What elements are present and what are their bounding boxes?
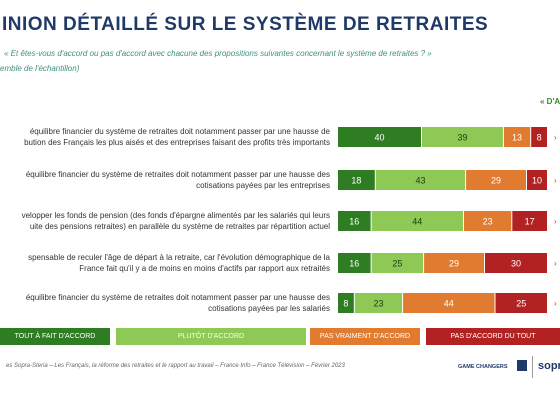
bar-segment	[485, 253, 547, 273]
bar-value-label: 29	[491, 176, 501, 186]
bar-segment	[338, 211, 371, 231]
agree-column-header: « D'A	[540, 97, 560, 106]
bar-value-label: 25	[392, 259, 402, 269]
bar-value-label: 44	[444, 299, 454, 309]
row-label: équilibre financier du système de retrai…	[0, 169, 330, 191]
bar-segment	[375, 170, 466, 190]
bar-value-label: 8	[537, 133, 542, 143]
bar-segment	[527, 170, 547, 190]
bar-value-label: 8	[343, 299, 348, 309]
legend-item: PLUTÔT D'ACCORD	[116, 328, 306, 345]
bar-segment	[403, 293, 495, 313]
bar-segment	[424, 253, 484, 273]
bar-segment	[466, 170, 526, 190]
question-text: « Et êtes-vous d'accord ou pas d'accord …	[4, 49, 432, 58]
source-footer: es Sopra-Steria – Les Français, la réfor…	[6, 363, 345, 369]
truncated-marker: ›	[554, 176, 557, 185]
row-label: équilibre financier du système de retrai…	[0, 126, 330, 148]
sopra-logo: sopra	[538, 360, 560, 372]
row-label: velopper les fonds de pension (des fonds…	[0, 210, 330, 232]
footer-divider	[532, 356, 533, 378]
row-label-line: équilibre financier du système de retrai…	[29, 127, 330, 136]
row-label-line: spensable de reculer l'âge de départ à l…	[28, 253, 330, 262]
bar-segment	[338, 127, 421, 147]
game-changers-text: GAME CHANGERS	[458, 364, 508, 370]
bar-value-label: 13	[512, 133, 522, 143]
row-label: spensable de reculer l'âge de départ à l…	[0, 252, 330, 274]
truncated-marker: ›	[554, 259, 557, 268]
bar-segment	[531, 127, 547, 147]
bar-value-label: 10	[532, 176, 542, 186]
bar-segment	[371, 211, 463, 231]
bar-value-label: 30	[511, 259, 521, 269]
truncated-marker: ›	[554, 217, 557, 226]
truncated-marker: ›	[554, 299, 557, 308]
sample-base: emble de l'échantillon)	[0, 64, 80, 73]
bar-value-label: 17	[525, 217, 535, 227]
bar-value-label: 39	[457, 133, 467, 143]
bar-segment	[495, 293, 547, 313]
legend-item: PAS D'ACCORD DU TOUT	[426, 328, 560, 345]
bar-value-label: 16	[349, 259, 359, 269]
legend-item: TOUT À FAIT D'ACCORD	[0, 328, 110, 345]
bar-value-label: 43	[415, 176, 425, 186]
bar-value-label: 23	[483, 217, 493, 227]
row-label-line: équilibre financier du système de retrai…	[25, 170, 330, 179]
row-label-line: bution des Français les plus aisés et de…	[24, 138, 330, 147]
row-label-line: équilibre financier du système de retrai…	[25, 293, 330, 302]
bar-value-label: 18	[351, 176, 361, 186]
bar-segment	[338, 293, 354, 313]
bar-segment	[338, 170, 375, 190]
row-label-line: uite des pensions retraites) en parallèl…	[29, 222, 330, 231]
bar-segment	[371, 253, 424, 273]
bar-segment	[354, 293, 403, 313]
bar-value-label: 40	[374, 133, 384, 143]
bar-segment	[338, 253, 371, 273]
bar-value-label: 44	[412, 217, 422, 227]
legend-item: PAS VRAIMENT D'ACCORD	[310, 328, 420, 345]
row-label: équilibre financier du système de retrai…	[0, 292, 330, 314]
bar-value-label: 16	[349, 217, 359, 227]
bar-segment	[464, 211, 512, 231]
page-title: INION DÉTAILLÉ SUR LE SYSTÈME DE RETRAIT…	[2, 14, 489, 35]
bar-value-label: 29	[449, 259, 459, 269]
bar-segment	[503, 127, 531, 147]
row-label-line: cotisations payées par les entreprises	[196, 181, 330, 190]
game-changers-icon	[517, 360, 527, 371]
truncated-marker: ›	[554, 133, 557, 142]
bar-value-label: 25	[516, 299, 526, 309]
row-label-line: cotisations payées par les salariés	[208, 304, 330, 313]
bar-segment	[422, 127, 503, 147]
bar-value-label: 23	[373, 299, 383, 309]
row-label-line: France fait qu'il y a de moins en moins …	[79, 264, 330, 273]
bar-segment	[512, 211, 547, 231]
row-label-line: velopper les fonds de pension (des fonds…	[21, 211, 330, 220]
